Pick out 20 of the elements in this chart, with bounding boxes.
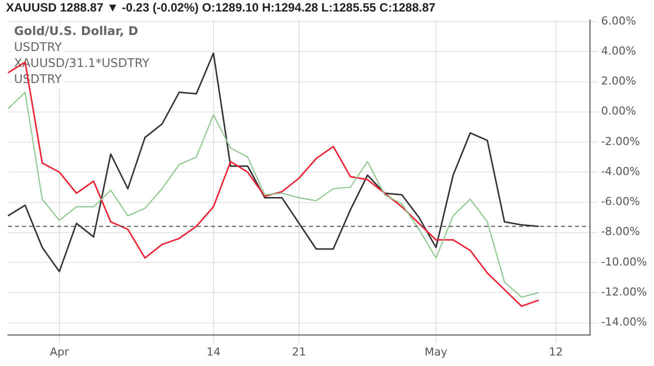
y-tick-label: 0.00% [601,104,636,118]
y-tick-label: 4.00% [601,44,636,58]
y-tick-label: -6.00% [601,195,640,208]
annotation: XAUUSD/31.1*USDTRY [14,56,150,70]
y-tick-label: -10.00% [601,255,648,268]
y-tick-label: -12.00% [601,285,648,298]
annotation: Gold/U.S. Dollar, D [14,24,138,38]
text: XAUUSD 1288.87 ▼ -0.23 (-0.02%) O:1289.10 H:1294.28 L:1285.55 C:1288.87 [6,0,436,14]
y-tick-label: -2.00% [601,134,640,148]
y-tick-label: -4.00% [601,164,640,178]
x-tick-label: Apr [50,345,70,358]
x-tick-label: 14 [206,345,220,358]
y-tick-label: 2.00% [601,74,636,88]
annotation: USDTRY [14,40,63,54]
y-tick-label: -14.00% [601,316,648,329]
x-tick-label: 12 [548,345,563,358]
x-tick-label: 21 [292,345,306,358]
x-tick-label: May [424,345,448,358]
y-tick-label: 6.00% [601,14,636,28]
y-tick-label: -8.00% [601,225,640,238]
